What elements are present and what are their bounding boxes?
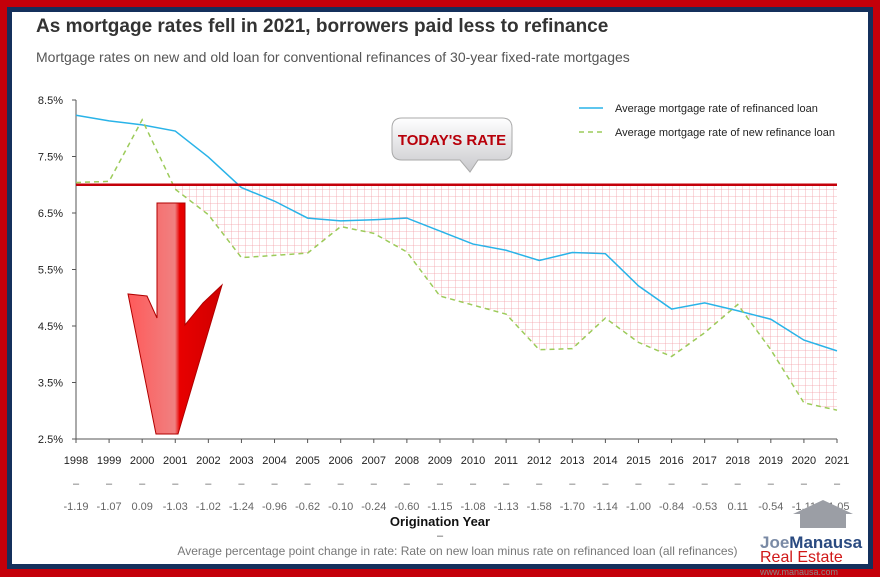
difference-separator: – — [834, 478, 841, 490]
savings-hatch-area — [173, 185, 837, 410]
hatch-polygon — [173, 185, 837, 410]
x-tick-label: 2008 — [395, 455, 419, 467]
difference-separator: – — [305, 478, 312, 490]
difference-value: -1.15 — [427, 501, 452, 513]
difference-separator: – — [139, 478, 146, 490]
x-tick-label: 2021 — [825, 455, 849, 467]
difference-value: -1.13 — [494, 501, 519, 513]
difference-separator: – — [470, 478, 477, 490]
difference-separator: – — [338, 478, 345, 490]
x-tick-label: 2014 — [593, 455, 617, 467]
difference-value: 0.09 — [131, 501, 152, 513]
difference-value: -1.24 — [229, 501, 254, 513]
difference-value: -0.62 — [295, 501, 320, 513]
difference-value: -1.02 — [196, 501, 221, 513]
x-tick-label: 2015 — [626, 455, 650, 467]
difference-separator: – — [801, 478, 808, 490]
difference-value: -1.19 — [63, 501, 88, 513]
difference-value: -1.03 — [163, 501, 188, 513]
y-tick-label: 3.5% — [38, 378, 63, 390]
difference-separator: – — [73, 478, 80, 490]
difference-separator: – — [503, 478, 510, 490]
todays-rate-label: TODAY'S RATE — [398, 132, 506, 149]
x-tick-label: 2016 — [659, 455, 683, 467]
x-tick-label: 2001 — [163, 455, 187, 467]
difference-value: -1.08 — [461, 501, 486, 513]
difference-separator: – — [602, 478, 609, 490]
difference-separator: – — [404, 478, 411, 490]
difference-value: -0.24 — [361, 501, 386, 513]
todays-rate-callout: TODAY'S RATE — [392, 118, 512, 172]
y-tick-label: 7.5% — [38, 152, 63, 164]
difference-value: -0.84 — [659, 501, 684, 513]
x-tick-label: 2010 — [461, 455, 485, 467]
difference-separator: – — [172, 478, 179, 490]
difference-separator: – — [735, 478, 742, 490]
x-tick-label: 2017 — [692, 455, 716, 467]
difference-separator: – — [536, 478, 543, 490]
legend-label-new: Average mortgage rate of new refinance l… — [615, 127, 835, 139]
legend: Average mortgage rate of refinanced loan… — [579, 103, 835, 139]
company-logo: JoeManausa Real Estate www.manausa.com — [760, 498, 870, 577]
house-icon — [788, 498, 858, 528]
difference-separator: – — [669, 478, 676, 490]
difference-separator: – — [768, 478, 775, 490]
y-tick-label: 8.5% — [38, 95, 63, 107]
y-tick-label: 6.5% — [38, 208, 63, 220]
difference-value: -0.96 — [262, 501, 287, 513]
x-tick-label: 2005 — [295, 455, 319, 467]
difference-value: -1.70 — [560, 501, 585, 513]
difference-value: -1.14 — [593, 501, 618, 513]
x-tick-label: 2003 — [229, 455, 253, 467]
x-tick-label: 2020 — [792, 455, 816, 467]
x-tick-label: 1998 — [64, 455, 88, 467]
x-axis-title: Origination Year — [0, 514, 880, 529]
x-tick-label: 2002 — [196, 455, 220, 467]
difference-value: -0.10 — [328, 501, 353, 513]
difference-value: 0.11 — [727, 501, 748, 513]
x-tick-label: 2019 — [759, 455, 783, 467]
x-tick-label: 2009 — [428, 455, 452, 467]
y-tick-label: 2.5% — [38, 434, 63, 446]
difference-value: -1.07 — [97, 501, 122, 513]
x-tick-label: 2013 — [560, 455, 584, 467]
difference-separator: – — [205, 478, 212, 490]
down-arrow-icon — [128, 203, 222, 434]
x-tick-label: 2018 — [725, 455, 749, 467]
x-tick-label: 2011 — [494, 455, 518, 467]
y-tick-label: 5.5% — [38, 265, 63, 277]
y-tick-label: 4.5% — [38, 321, 63, 333]
x-tick-label: 1999 — [97, 455, 121, 467]
difference-separator: – — [569, 478, 576, 490]
chart-note: Average percentage point change in rate:… — [0, 544, 880, 558]
x-tick-label: 2007 — [362, 455, 386, 467]
difference-separator: – — [635, 478, 642, 490]
x-tick-label: 2012 — [527, 455, 551, 467]
difference-value: -1.58 — [527, 501, 552, 513]
difference-separator: – — [271, 478, 278, 490]
difference-separator: – — [238, 478, 245, 490]
difference-separator: – — [371, 478, 378, 490]
difference-separator: – — [702, 478, 709, 490]
difference-value: -1.00 — [626, 501, 651, 513]
note-separator: – — [0, 530, 880, 542]
legend-label-refinanced: Average mortgage rate of refinanced loan — [615, 103, 818, 115]
difference-value: -0.53 — [692, 501, 717, 513]
x-tick-label: 2006 — [328, 455, 352, 467]
x-tick-label: 2004 — [262, 455, 286, 467]
difference-separator: – — [106, 478, 113, 490]
difference-value: -0.60 — [394, 501, 419, 513]
difference-separator: – — [437, 478, 444, 490]
x-tick-label: 2000 — [130, 455, 154, 467]
